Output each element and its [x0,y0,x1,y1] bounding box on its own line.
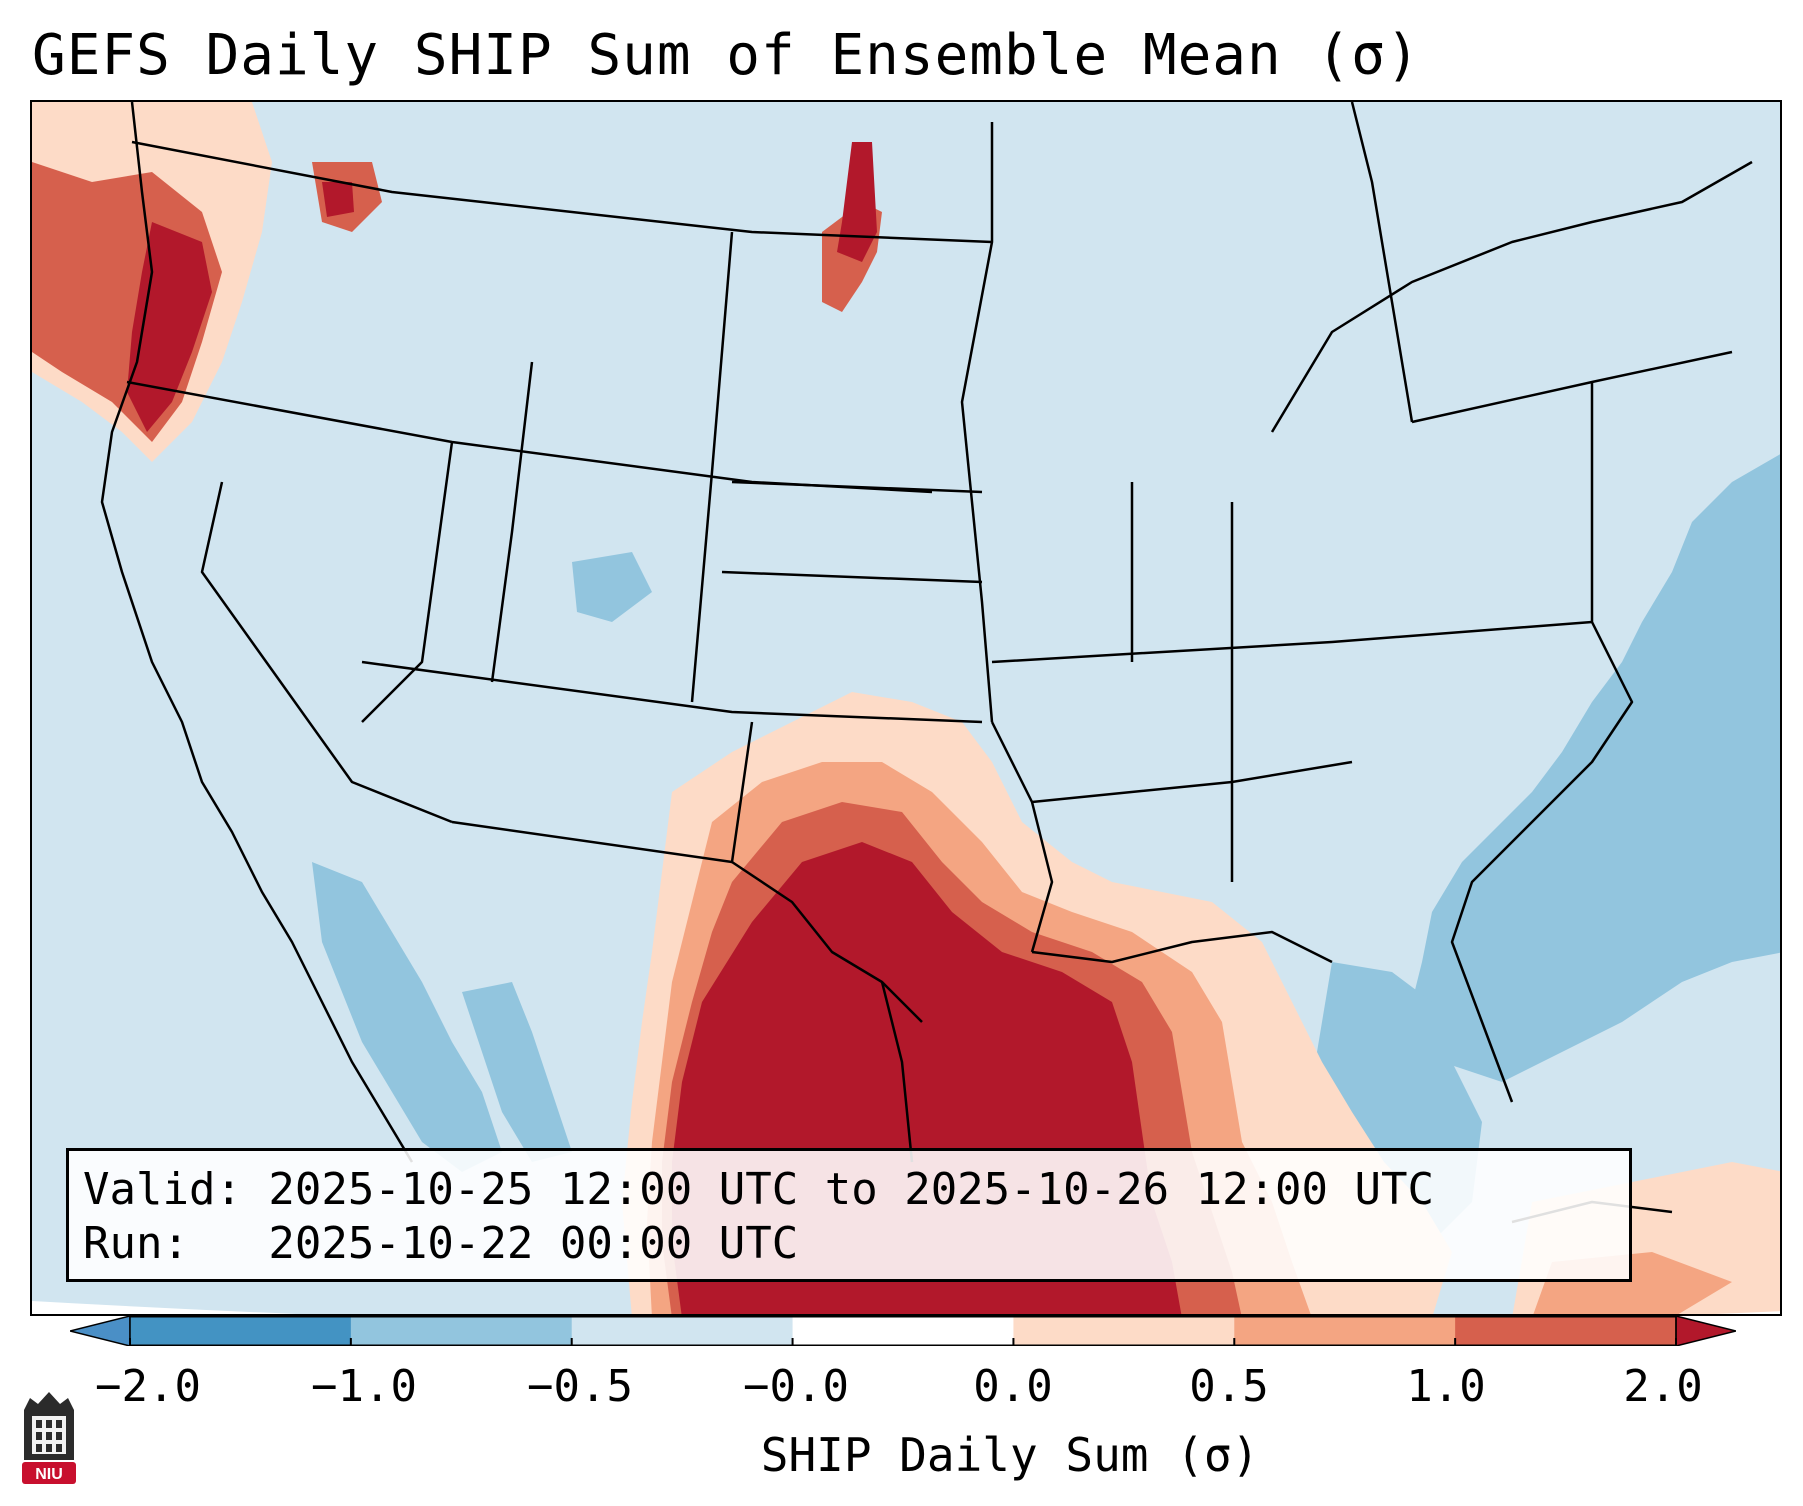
chart-title: GEFS Daily SHIP Sum of Ensemble Mean (σ) [32,23,1421,88]
colorbar-bin [1013,1316,1235,1346]
shade-atlantic-blue [1412,452,1780,1082]
colorbar-bin [350,1316,573,1346]
colorbar-label: SHIP Daily Sum (σ) [760,1428,1260,1482]
shade-idaho-max [322,182,354,217]
colorbar-extend-low [70,1316,131,1346]
colorbar-tick-label: 0.0 [973,1361,1053,1412]
colorbar-bin [571,1316,794,1346]
shade-mexico-blue [462,982,572,1162]
colorbar-extend-high [1675,1316,1736,1346]
niu-logo-icon: NIU [22,1392,76,1484]
colorbar-tick-label: 2.0 [1623,1361,1703,1412]
colorbar-tick-label: −0.5 [527,1361,633,1412]
svg-text:NIU: NIU [35,1466,63,1483]
colorbar-tick-label: −1.0 [311,1361,417,1412]
colorbar-frame [129,1316,1677,1346]
shade-gulf-california-blue [312,862,502,1172]
colorbar-tick-label: 1.0 [1406,1361,1486,1412]
shade-minnesota-max [837,142,877,262]
valid-time-text: Valid: 2025-10-25 12:00 UTC to 2025-10-2… [83,1164,1435,1215]
colorbar-bin [792,1316,1014,1346]
shade-pnw-max [127,222,212,432]
colorbar-tick-label: −2.0 [95,1361,201,1412]
colorbar [70,1316,1736,1346]
state-borders [100,102,1753,1224]
colorbar-bin [1455,1316,1677,1346]
valid-run-info-box: Valid: 2025-10-25 12:00 UTC to 2025-10-2… [66,1148,1632,1282]
run-time-text: Run: 2025-10-22 00:00 UTC [83,1218,799,1269]
ship-anomaly-map [32,102,1780,1314]
shade-colorado-blue [572,552,652,622]
colorbar-bin [1234,1316,1456,1346]
colorbar-bin [130,1316,352,1346]
colorbar-tick-label: 0.5 [1189,1361,1269,1412]
colorbar-tick-label: −0.0 [743,1361,849,1412]
map-panel [30,100,1782,1316]
